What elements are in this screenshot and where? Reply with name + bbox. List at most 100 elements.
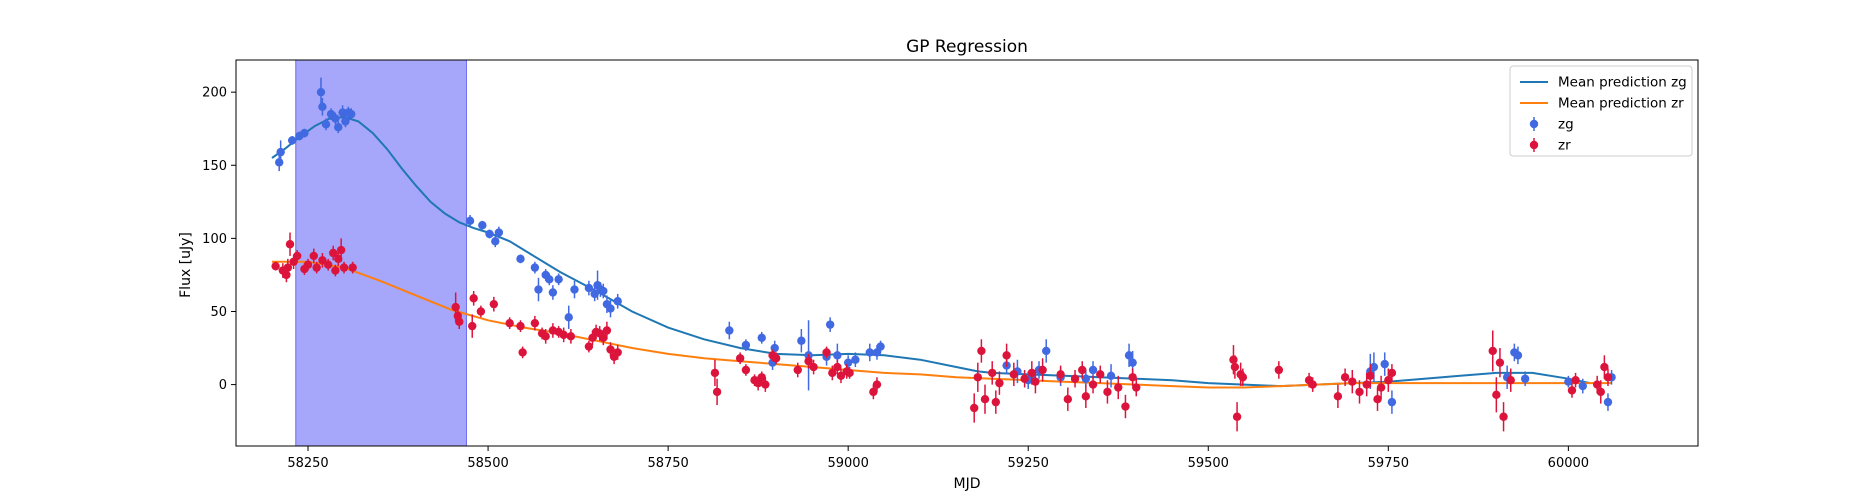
zg-point — [741, 340, 751, 350]
zg-point — [757, 333, 766, 343]
zg-point — [554, 275, 563, 284]
zr-point — [980, 395, 990, 404]
zr-point — [1376, 383, 1386, 392]
zr-point — [1081, 392, 1091, 401]
zr-point — [988, 368, 997, 378]
zg-point — [275, 158, 284, 167]
zg-point — [287, 136, 297, 145]
y-axis-title: Flux [uJy] — [178, 232, 194, 298]
zr-point — [1121, 402, 1130, 411]
zr-point — [1078, 365, 1087, 375]
zr-point — [1340, 373, 1350, 382]
series-zr — [271, 232, 1613, 432]
zr-point — [973, 373, 983, 382]
zr-point — [1495, 358, 1505, 367]
zg-point — [1564, 377, 1573, 386]
zg-point — [865, 348, 874, 357]
zr-point — [741, 365, 751, 375]
zg-point — [876, 342, 885, 351]
highlight-region — [295, 60, 467, 446]
zr-point — [1103, 387, 1112, 397]
zr-point — [318, 256, 327, 265]
zr-point — [505, 318, 514, 328]
zr-point — [323, 260, 333, 269]
zr-point — [1002, 351, 1011, 360]
zr-point — [329, 248, 338, 258]
zr-point — [1031, 377, 1040, 386]
zg-point — [1128, 358, 1137, 367]
zg-point — [534, 285, 543, 294]
zg-point — [797, 336, 806, 345]
x-tick-label: 58500 — [467, 456, 508, 471]
zr-point — [1348, 377, 1357, 386]
zr-point — [530, 318, 540, 328]
y-tick-label: 50 — [210, 305, 227, 320]
zr-point — [451, 302, 460, 312]
zr-point — [822, 348, 831, 357]
zg-point — [276, 147, 285, 157]
zr-point — [566, 332, 576, 341]
zr-point — [828, 368, 837, 378]
zg-point — [478, 221, 487, 230]
legend-label: Mean prediction zg — [1558, 75, 1687, 91]
zr-point — [1056, 370, 1065, 379]
zr-point — [599, 333, 608, 343]
zr-point — [1571, 376, 1580, 385]
zr-point — [336, 245, 346, 255]
zg-point — [516, 254, 525, 264]
zg-point — [545, 275, 554, 284]
zr-point — [1387, 368, 1397, 378]
zr-point — [1592, 380, 1602, 389]
zr-point — [1567, 386, 1577, 395]
zr-point — [1600, 362, 1609, 372]
zr-point — [282, 270, 291, 280]
zr-point — [1596, 387, 1605, 397]
zr-point — [334, 254, 343, 264]
mean-prediction-line-zr — [272, 260, 1612, 389]
legend-label: Mean prediction zr — [1558, 96, 1684, 112]
zr-point — [836, 371, 846, 381]
zg-point — [725, 326, 734, 335]
plot-area: 58250 58500 58750 59000 59250 59500 59750 60000… — [202, 59, 1699, 471]
zr-point — [1114, 383, 1123, 392]
zr-point — [613, 348, 622, 357]
zg-point — [1369, 362, 1379, 372]
zr-point — [872, 380, 882, 389]
mean-prediction-line-zg — [271, 115, 1591, 388]
zg-point — [494, 228, 504, 237]
legend-point-swatch — [1529, 119, 1539, 129]
zg-point — [341, 117, 350, 126]
y-tick-label: 200 — [202, 86, 227, 101]
legend-box — [1509, 65, 1693, 157]
zg-point — [1603, 397, 1613, 407]
zr-point — [757, 373, 766, 382]
zg-point — [564, 313, 573, 322]
zr-point — [1096, 370, 1105, 379]
zr-point — [1506, 376, 1515, 385]
zr-point — [761, 380, 770, 389]
zr-point — [869, 387, 878, 397]
zg-point — [321, 120, 331, 129]
zr-point — [1238, 373, 1248, 382]
zr-point — [1366, 371, 1375, 381]
zr-point — [1308, 380, 1317, 389]
zg-point — [331, 114, 340, 123]
y-tick-label: 150 — [202, 159, 227, 174]
zg-point — [1088, 365, 1098, 375]
zg-point — [485, 229, 494, 239]
zg-point — [334, 123, 343, 132]
zg-point — [851, 355, 860, 364]
x-tick-label: 58750 — [647, 456, 688, 471]
zr-point — [977, 346, 986, 356]
zg-point — [1042, 346, 1051, 356]
zr-point — [1020, 374, 1029, 383]
zr-point — [970, 403, 979, 413]
zg-point — [833, 351, 842, 360]
x-tick-label: 59250 — [1008, 456, 1049, 471]
zr-point — [1373, 395, 1382, 404]
zr-point — [845, 368, 854, 378]
legend-label: zg — [1558, 117, 1574, 133]
zg-point — [1380, 359, 1389, 369]
zg-point — [1387, 397, 1397, 407]
zr-point — [1492, 390, 1501, 400]
